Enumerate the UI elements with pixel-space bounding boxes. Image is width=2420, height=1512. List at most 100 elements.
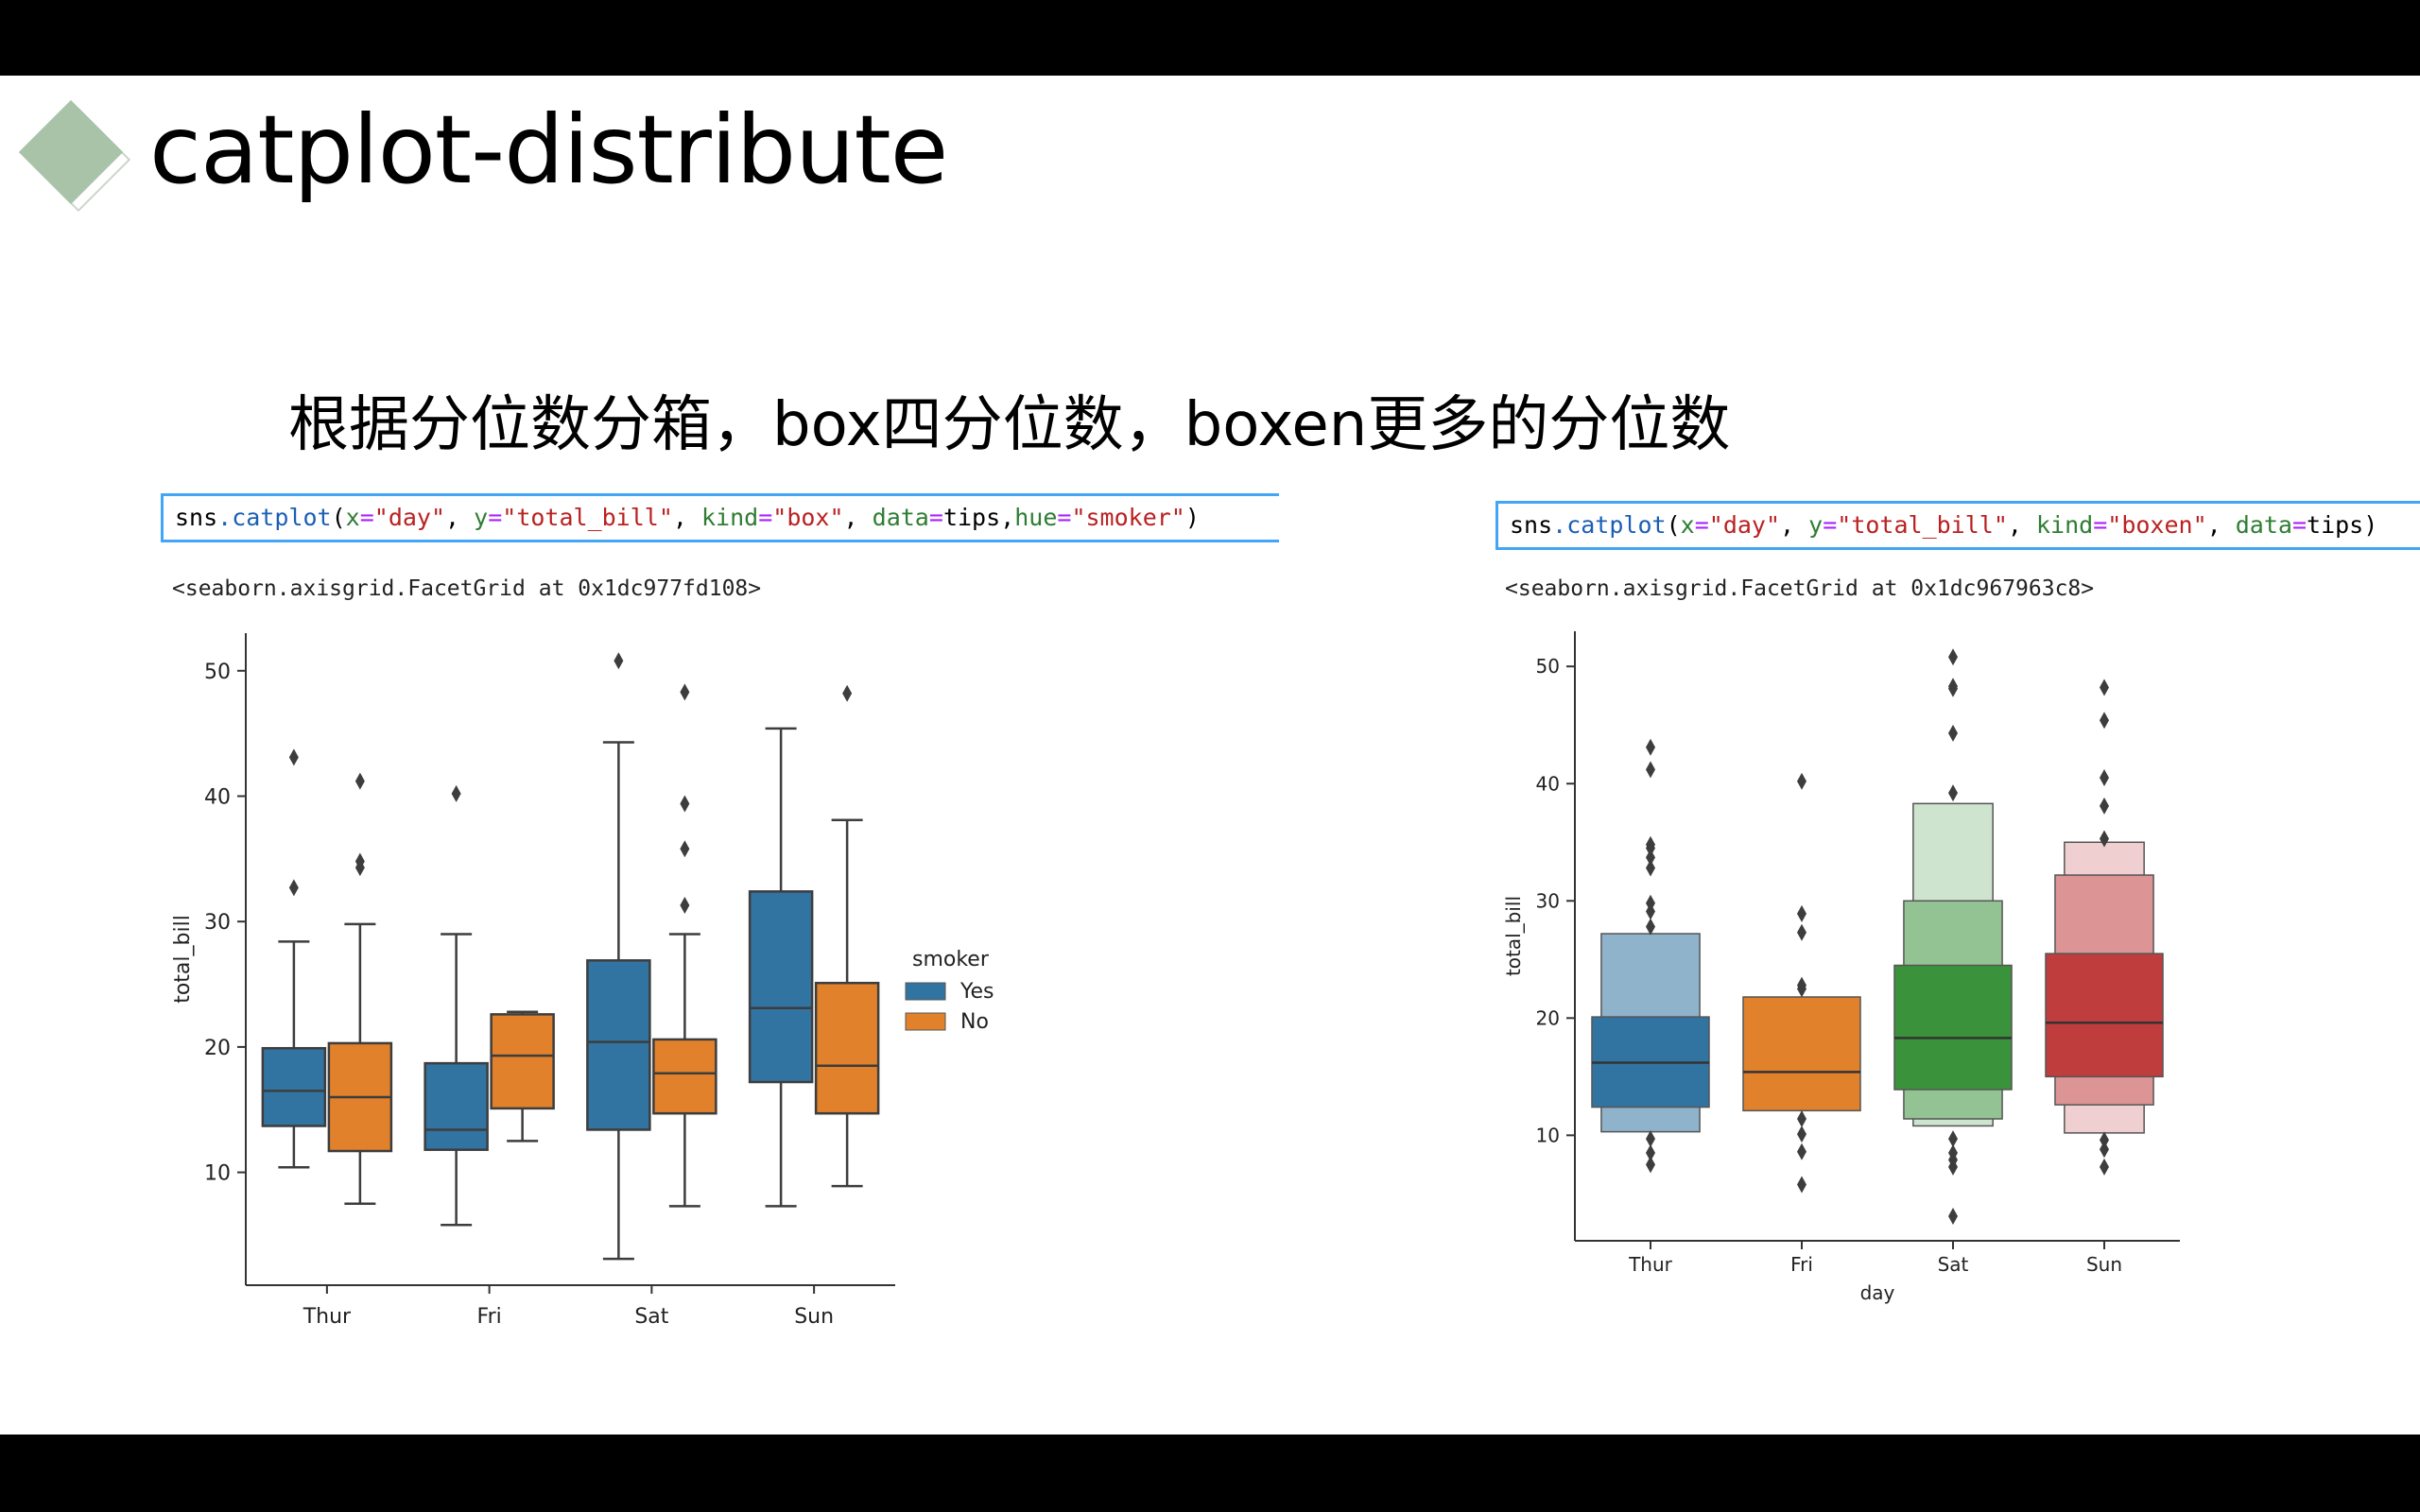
box-yes (261, 1046, 327, 1127)
cell-output-right: <seaborn.axisgrid.FacetGrid at 0x1dc9679… (1505, 576, 2095, 601)
code-token: y (1808, 511, 1824, 539)
boxen-level (1893, 964, 2013, 1091)
outlier-point (1797, 976, 1806, 994)
y-tick-label: 20 (1536, 1006, 1560, 1029)
outlier-point (1797, 904, 1806, 922)
code-token: "total_bill" (502, 504, 673, 531)
code-token: , (2206, 511, 2236, 539)
code-token: "total_bill" (1837, 511, 2008, 539)
cell-output-left: <seaborn.axisgrid.FacetGrid at 0x1dc977f… (172, 576, 762, 601)
code-token: "box" (772, 504, 844, 531)
code-token: = (758, 504, 773, 531)
outlier-point (680, 795, 690, 813)
box-yes (424, 1061, 489, 1151)
outlier-point (2100, 769, 2109, 787)
outlier-point (1948, 724, 1958, 742)
outlier-point (2100, 1131, 2109, 1149)
outlier-point (680, 683, 690, 701)
code-token: "day" (1708, 511, 1781, 539)
code-prefix: sns (175, 504, 218, 531)
y-tick-label: 30 (204, 911, 231, 935)
slide-subtitle: 根据分位数分箱，box四分位数，boxen更多的分位数 (288, 390, 1731, 460)
code-token: ) (1184, 504, 1200, 531)
code-token: ( (1666, 511, 1681, 539)
code-token: "day" (373, 504, 446, 531)
outlier-point (1646, 849, 1655, 867)
outlier-point (614, 652, 624, 670)
x-tick-label: Thur (1628, 1253, 1673, 1276)
code-token: data (872, 504, 929, 531)
outlier-point (1948, 1207, 1958, 1225)
outlier-point (1948, 1130, 1958, 1148)
slide (0, 76, 2420, 1435)
x-tick-label: Thur (302, 1305, 352, 1329)
code-arguments: (x="day", y="total_bill", kind="boxen", … (1667, 511, 2378, 539)
outlier-point (1646, 918, 1655, 936)
bottom-letterbox (0, 1435, 2420, 1512)
code-token: tips (2307, 511, 2364, 539)
outlier-point (1797, 1143, 1806, 1160)
code-token: "smoker" (1071, 504, 1185, 531)
code-prefix: sns (1510, 511, 1553, 539)
outlier-point (354, 852, 365, 870)
legend-label: Yes (959, 980, 994, 1004)
outlier-point (1797, 772, 1806, 790)
box-no (490, 1013, 555, 1110)
outlier-point (2100, 830, 2109, 848)
outlier-point (1646, 894, 1655, 912)
code-token: , (445, 504, 475, 531)
box-no (814, 981, 880, 1115)
outlier-point (2100, 712, 2109, 730)
x-tick-label: Fri (477, 1305, 502, 1329)
boxen-level (1742, 996, 1861, 1112)
outlier-point (2100, 1141, 2109, 1159)
code-token: = (1823, 511, 1838, 539)
code-token: , (1000, 504, 1015, 531)
y-tick-label: 30 (1536, 889, 1560, 912)
outlier-point (1646, 1130, 1655, 1148)
box-yes (586, 959, 651, 1131)
x-axis-title: day (1860, 1281, 1895, 1304)
outlier-point (1646, 835, 1655, 853)
y-tick-label: 20 (204, 1037, 231, 1060)
box-no (652, 1038, 717, 1115)
code-token: = (1694, 511, 1709, 539)
legend-swatch (905, 1012, 946, 1031)
boxen-level (2045, 953, 2164, 1078)
diamond-bullet-icon (18, 99, 132, 214)
outlier-point (1797, 1125, 1806, 1143)
outlier-point (2100, 679, 2109, 696)
y-tick-label: 50 (1536, 655, 1560, 678)
code-function: .catplot (1552, 511, 1667, 539)
legend-label: No (960, 1010, 989, 1034)
code-cell-boxen[interactable]: sns.catplot(x="day", y="total_bill", kin… (1495, 501, 2420, 550)
outlier-point (1646, 761, 1655, 779)
code-token: x (345, 504, 360, 531)
code-token: = (1057, 504, 1072, 531)
code-token: "boxen" (2107, 511, 2207, 539)
code-cell-box[interactable]: sns.catplot(x="day", y="total_bill", kin… (161, 493, 1279, 542)
code-token: tips (942, 504, 1001, 531)
code-token: = (2093, 511, 2108, 539)
code-function: .catplot (217, 504, 332, 531)
outlier-point (1797, 1110, 1806, 1127)
x-tick-label: Sat (634, 1305, 668, 1329)
code-token: kind (701, 504, 759, 531)
code-token: , (672, 504, 701, 531)
code-token: ) (2363, 511, 2378, 539)
code-token: , (843, 504, 873, 531)
code-token: = (2291, 511, 2308, 539)
outlier-point (1646, 1143, 1655, 1161)
code-token: ( (331, 504, 346, 531)
code-token: = (359, 504, 374, 531)
y-tick-label: 10 (1536, 1124, 1560, 1146)
outlier-point (1646, 1156, 1655, 1174)
code-token: , (2007, 511, 2036, 539)
outlier-point (288, 879, 299, 897)
code-arguments: (x="day", y="total_bill", kind="box", da… (332, 504, 1200, 531)
x-tick-label: Sat (1938, 1253, 1969, 1276)
outlier-point (1797, 1176, 1806, 1194)
outlier-point (1948, 784, 1958, 802)
x-tick-label: Sun (2086, 1253, 2122, 1276)
